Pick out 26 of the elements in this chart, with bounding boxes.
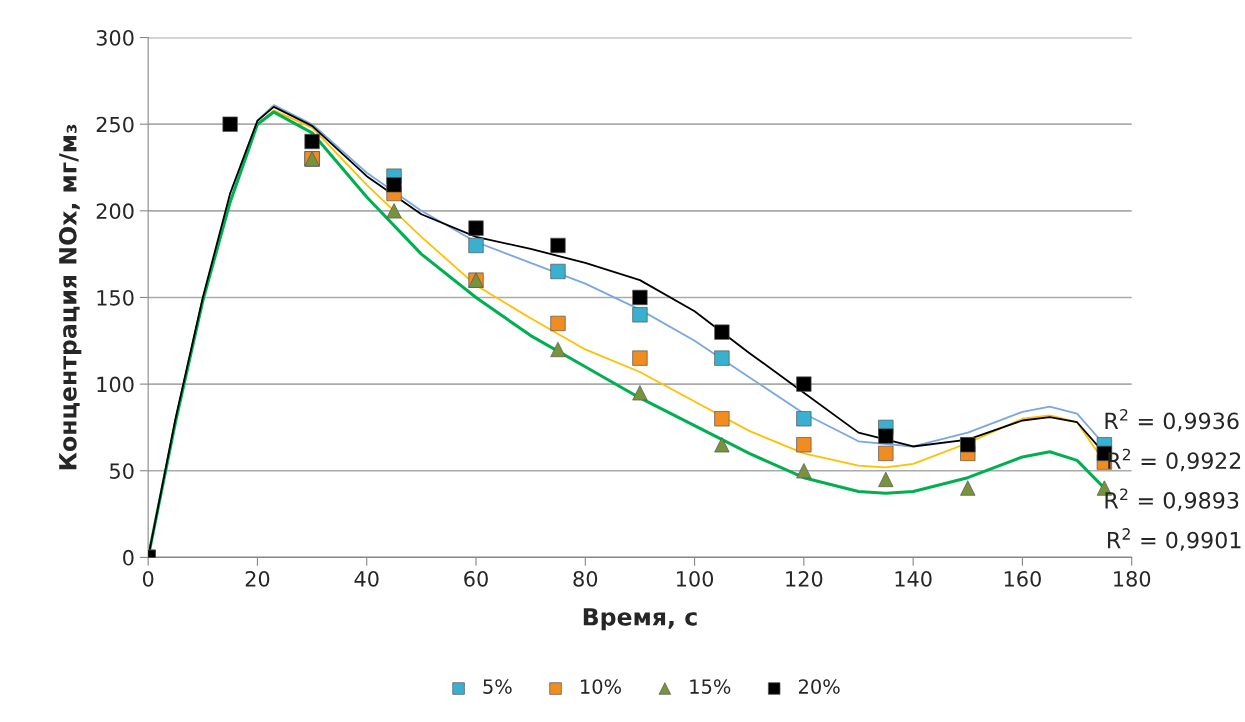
y-tick-label: 300 [96,30,134,46]
y-tick-label: 50 [110,463,134,479]
y-tick-label: 100 [97,376,134,393]
x-tick-label: 60 [464,570,488,587]
x-tick-label: 140 [895,570,932,587]
legend-label: 10% [581,679,621,694]
x-tick-label: 80 [573,570,598,587]
x-tick-label: 160 [1004,570,1041,587]
x-tick-label: 100 [676,570,714,587]
legend-label: 5% [483,679,512,694]
legend-label: 20% [798,679,840,694]
y-tick-label: 200 [96,203,134,220]
x-tick-label: 180 [1114,570,1151,587]
x-tick-label: 120 [786,570,823,587]
y-tick-label: 250 [96,116,134,133]
x-tick-label: 0 [142,570,154,587]
y-tick-label: 0 [123,549,134,566]
annotation: R$^{2}$ = 0,9893 [1105,488,1239,512]
x-tick-label: 40 [354,570,379,587]
legend-label: 15% [690,679,731,694]
y-axis-title: Концентрация NOx, мг/м₃ [58,124,82,470]
annotation: R$^{2}$ = 0,9936 [1105,408,1239,432]
y-tick-label: 150 [97,289,134,306]
annotation: R$^{2}$ = 0,9901 [1108,528,1241,551]
x-axis-title: Время, с [583,608,697,631]
x-tick-label: 20 [245,570,270,587]
